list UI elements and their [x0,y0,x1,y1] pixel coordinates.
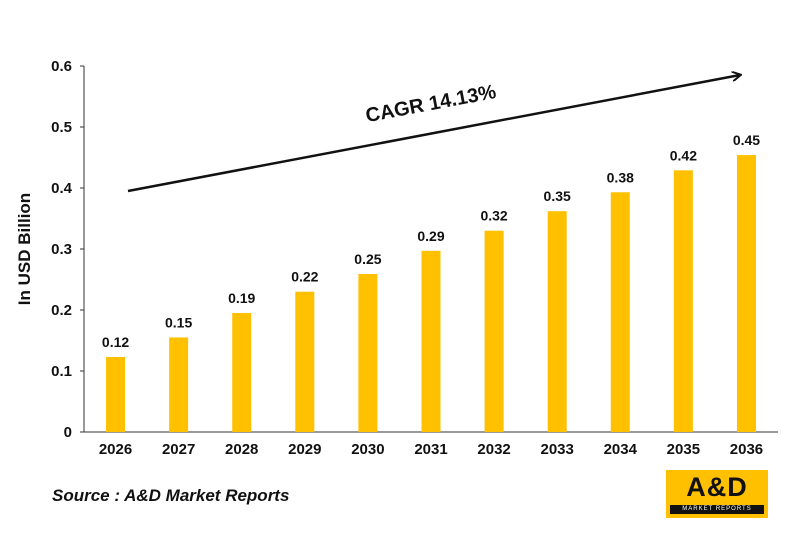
cagr-annotation: CAGR 14.13% [364,81,498,127]
y-tick-label: 0 [64,424,72,441]
data-label-2031: 0.29 [417,228,444,244]
bar-2031 [421,250,441,432]
x-tick-label: 2028 [225,441,258,458]
logo-sub-text: MARKET REPORTS [670,505,764,514]
data-label-2030: 0.25 [354,251,381,267]
bar-2035 [673,170,693,432]
bars-group: 0.12 0.15 0.19 0.22 0.25 0.29 0.32 0.35 0.38 0.42… [102,132,760,432]
bar-2032 [484,230,504,432]
data-label-2036: 0.45 [733,132,760,148]
bar-2030 [358,274,378,432]
bar-2034 [610,192,630,432]
x-tick-label: 2030 [351,441,384,458]
y-axis-tick-labels: 0 0.1 0.2 0.3 0.4 0.5 0.6 [51,58,84,441]
y-tick-label: 0.1 [51,363,72,380]
y-tick-label: 0.3 [51,241,72,258]
y-axis-label: In USD Billion [15,193,34,305]
bar-2027 [169,337,189,432]
brand-logo: A&D MARKET REPORTS [666,470,768,518]
data-label-2035: 0.42 [670,147,697,163]
x-tick-label: 2031 [414,441,447,458]
data-label-2034: 0.38 [607,169,634,185]
x-tick-label: 2026 [99,441,132,458]
data-label-2026: 0.12 [102,334,129,350]
bar-chart: 0 0.1 0.2 0.3 0.4 0.5 0.6 0.12 0.15 0.19 0.22 0.25… [15,58,778,458]
bar-2036 [736,155,756,432]
x-tick-label: 2036 [730,441,763,458]
x-tick-label: 2034 [604,441,638,458]
logo-main-text: A&D [686,472,748,502]
data-label-2029: 0.22 [291,269,318,285]
y-tick-label: 0.2 [51,302,72,319]
x-tick-label: 2029 [288,441,321,458]
data-label-2027: 0.15 [165,314,192,330]
source-note: Source : A&D Market Reports [52,486,290,505]
data-label-2028: 0.19 [228,290,255,306]
x-tick-label: 2032 [477,441,510,458]
bar-2029 [295,291,315,432]
bar-2028 [232,313,252,432]
x-tick-label: 2035 [667,441,700,458]
x-tick-label: 2027 [162,441,195,458]
y-tick-label: 0.6 [51,58,72,75]
x-axis-tick-labels: 2026 2027 2028 2029 2030 2031 2032 2033 2034 2035… [99,441,763,458]
data-label-2033: 0.35 [544,188,571,204]
bar-2026 [106,356,126,432]
bar-2033 [547,211,567,432]
x-tick-label: 2033 [540,441,573,458]
cagr-arrow [127,75,740,193]
data-label-2032: 0.32 [480,208,507,224]
y-tick-label: 0.5 [51,119,72,136]
y-tick-label: 0.4 [51,180,73,197]
